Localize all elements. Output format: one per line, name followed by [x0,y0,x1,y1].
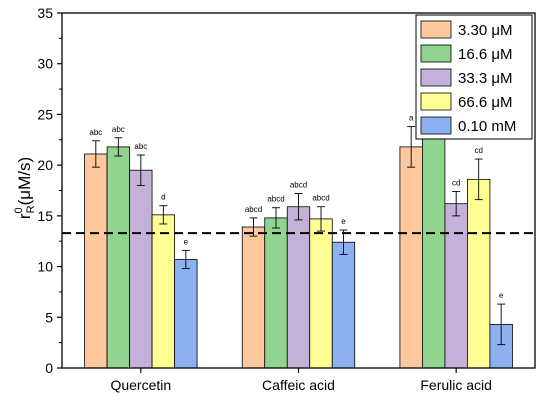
y-tick-label: 35 [37,5,53,21]
legend-label: 66.6 μM [458,94,513,111]
x-tick-label: Quercetin [110,377,171,393]
legend-swatch [420,68,452,87]
legend-label: 16.6 μM [458,46,513,63]
y-tick-label: 5 [45,309,53,325]
bar-1-0 [241,226,266,369]
error-bar [114,137,123,157]
significance-label: abcd [290,181,307,190]
y-axis-label-unit: (μM/s) [15,157,34,206]
error-bar [249,217,258,237]
y-tick-label: 15 [37,208,53,224]
legend-label: 0.10 mM [458,118,516,135]
y-axis-label: r0R(μM/s) [13,157,37,219]
error-bar [294,193,303,221]
significance-label: abcd [312,194,329,203]
significance-label: abcd [245,205,262,214]
legend-swatch [420,44,452,63]
bar-1-4 [331,241,356,369]
bar-0-3 [151,214,175,369]
significance-label: cd [474,146,482,155]
legend-swatch [420,116,452,135]
error-bar [159,205,168,225]
significance-label: abcd [267,195,284,204]
error-bar [317,206,325,232]
error-bar [474,158,483,201]
plot-area: abcabcabcdeabcdabcdabcdabcdeabcdcde [84,46,513,369]
bar-2-0 [399,146,423,369]
legend-swatch [420,92,452,111]
legend-label: 3.30 μM [458,22,513,39]
bar-0-4 [174,259,198,369]
legend-swatch [420,20,452,39]
y-tick-label: 20 [37,157,53,173]
error-bar [452,191,461,217]
axes: 0 5 10 15 20 25 30 35 Quercetin Caffeic acid Ferul… [37,5,492,393]
error-bar [136,154,145,186]
y-axis-label-main: r [15,213,34,219]
bar-0-2 [129,169,153,369]
significance-label: abc [89,128,102,137]
significance-label: abc [112,125,125,134]
x-tick-label: Caffeic acid [262,377,335,393]
bar-1-3 [309,218,333,369]
legend-label: 33.3 μM [458,70,513,87]
y-axis-label-sub: R [25,205,37,213]
y-tick-label: 25 [37,106,53,122]
y-tick-label: 0 [45,360,53,376]
error-bar [91,140,100,168]
bar-2-3 [467,178,491,369]
bar-1-1 [264,217,288,369]
y-axis-label-sup: 0 [13,207,25,213]
legend: 3.30 μM 16.6 μM 33.3 μM 66.6 μM 0.10 mM [415,14,533,140]
significance-label: d [161,193,165,202]
bar-1-2 [286,206,311,369]
x-tick-label: Ferulic acid [420,377,492,393]
significance-label: e [499,291,504,300]
y-tick-label: 30 [37,56,53,72]
significance-label: e [184,237,189,246]
y-tick-label: 10 [37,259,53,275]
significance-label: e [341,217,346,226]
error-bar [272,207,280,229]
error-bar [339,229,348,255]
bar-0-0 [84,153,108,369]
significance-label: a [409,114,414,123]
bar-0-1 [106,146,130,369]
error-bar [181,249,190,270]
significance-label: cd [452,179,460,188]
error-bar [497,303,506,346]
error-bar [407,126,416,168]
significance-label: abc [134,142,147,151]
bar-2-2 [444,203,468,369]
